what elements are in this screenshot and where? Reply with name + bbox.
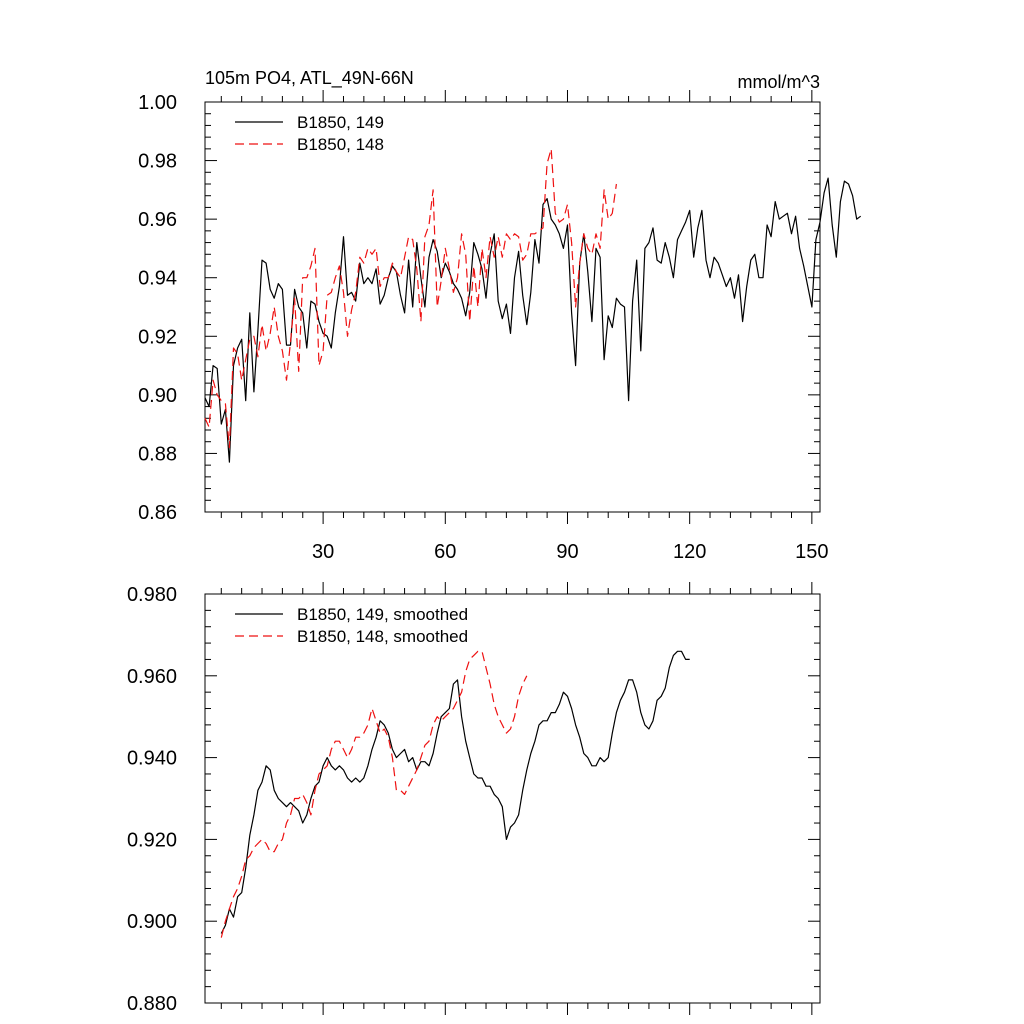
chart-title: 105m PO4, ATL_49N-66N xyxy=(205,68,414,89)
y-tick-label: 1.00 xyxy=(138,92,177,114)
legend-label-2: B1850, 148, smoothed xyxy=(297,627,468,646)
units-label: mmol/m^3 xyxy=(738,72,820,92)
y-tick-label: 0.940 xyxy=(127,748,177,770)
series-line-1 xyxy=(204,177,862,463)
series-line-1 xyxy=(220,650,690,934)
top-panel: 0.86 0.88 0.90 0.92 0.94 0.96 0.98 1.00 30 60 90 12… xyxy=(138,68,862,563)
series-line-2 xyxy=(220,650,528,938)
y-tick-label: 0.880 xyxy=(127,993,177,1015)
x-tick-label: 120 xyxy=(673,541,706,563)
legend-label-1: B1850, 149, smoothed xyxy=(297,605,468,624)
y-tick-label: 0.900 xyxy=(127,911,177,933)
y-tick-label: 0.98 xyxy=(138,151,177,173)
x-tick-label: 90 xyxy=(556,541,578,563)
y-tick-label: 0.88 xyxy=(138,443,177,465)
x-tick-label: 150 xyxy=(795,541,828,563)
plot-frame xyxy=(204,101,821,513)
bottom-panel: 0.880 0.900 0.920 0.940 0.960 0.980 B1850, 149… xyxy=(127,582,821,1015)
y-tick-label: 0.90 xyxy=(138,385,177,407)
y-tick-label: 0.92 xyxy=(138,326,177,348)
y-tick-label: 0.960 xyxy=(127,666,177,688)
x-tick-label: 30 xyxy=(312,541,334,563)
y-tick-label: 0.920 xyxy=(127,829,177,851)
x-tick-label: 60 xyxy=(434,541,456,563)
y-tick-label: 0.94 xyxy=(138,268,177,290)
plot-frame xyxy=(204,593,821,1004)
y-tick-label: 0.86 xyxy=(138,502,177,524)
y-tick-label: 0.96 xyxy=(138,209,177,231)
legend-label-1: B1850, 149 xyxy=(297,113,384,132)
y-tick-label: 0.980 xyxy=(127,584,177,606)
legend-label-2: B1850, 148 xyxy=(297,135,384,154)
series-line-2 xyxy=(204,148,617,449)
